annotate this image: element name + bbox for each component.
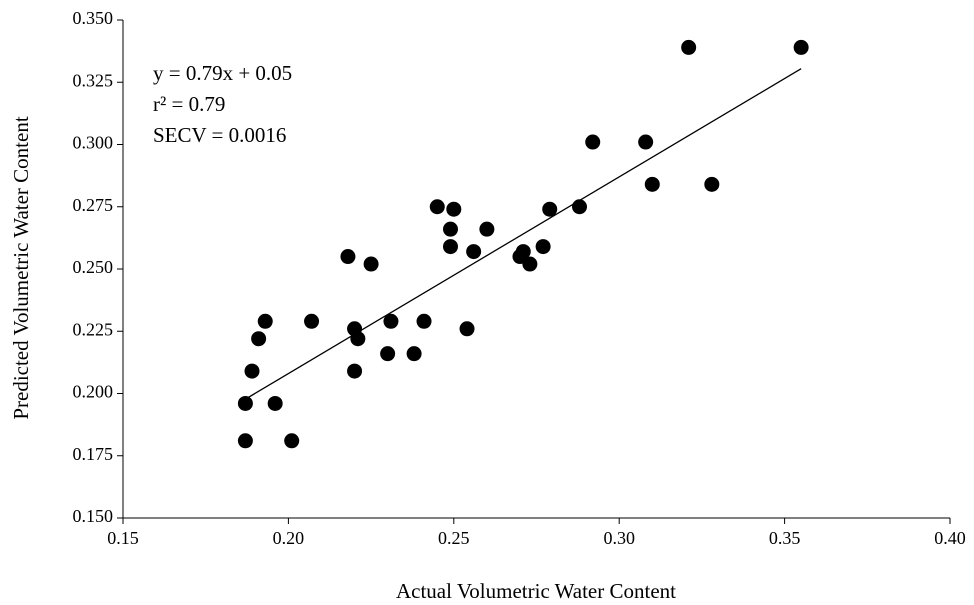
- point: [681, 39, 697, 55]
- point: [257, 313, 273, 329]
- point: [572, 199, 588, 215]
- point: [237, 433, 253, 449]
- point: [304, 313, 320, 329]
- point: [479, 221, 495, 237]
- point: [244, 363, 260, 379]
- point: [644, 176, 660, 192]
- point: [793, 39, 809, 55]
- y-axis-title: Predicted Volumetric Water Content: [9, 116, 33, 419]
- point: [284, 433, 300, 449]
- point: [522, 256, 538, 272]
- annotation: r² = 0.79: [153, 92, 225, 116]
- x-tick-label: 0.25: [438, 528, 470, 548]
- y-tick-label: 0.250: [73, 257, 114, 277]
- x-tick-label: 0.30: [603, 528, 635, 548]
- y-tick-label: 0.175: [73, 444, 114, 464]
- point: [416, 313, 432, 329]
- x-tick-label: 0.20: [273, 528, 305, 548]
- y-tick-label: 0.350: [73, 8, 114, 28]
- point: [446, 201, 462, 217]
- point: [429, 199, 445, 215]
- point: [638, 134, 654, 150]
- point: [535, 239, 551, 255]
- x-axis-title: Actual Volumetric Water Content: [396, 579, 676, 603]
- point: [459, 321, 475, 337]
- point: [237, 395, 253, 411]
- point: [347, 363, 363, 379]
- point: [383, 313, 399, 329]
- point: [542, 201, 558, 217]
- point: [585, 134, 601, 150]
- point: [363, 256, 379, 272]
- y-tick-label: 0.150: [73, 506, 114, 526]
- point: [442, 221, 458, 237]
- x-tick-label: 0.15: [107, 528, 139, 548]
- point: [350, 331, 366, 347]
- point: [380, 346, 396, 362]
- point: [406, 346, 422, 362]
- annotation: SECV = 0.0016: [153, 123, 286, 147]
- y-tick-label: 0.225: [73, 319, 114, 339]
- point: [515, 244, 531, 260]
- y-tick-label: 0.325: [73, 70, 114, 90]
- x-tick-label: 0.40: [934, 528, 966, 548]
- x-tick-label: 0.35: [769, 528, 801, 548]
- point: [340, 249, 356, 265]
- trendline: [245, 68, 802, 400]
- point: [442, 239, 458, 255]
- annotation: y = 0.79x + 0.05: [153, 61, 292, 85]
- y-tick-label: 0.200: [73, 382, 114, 402]
- point: [704, 176, 720, 192]
- point: [466, 244, 482, 260]
- point: [267, 395, 283, 411]
- y-tick-label: 0.275: [73, 195, 114, 215]
- y-tick-label: 0.300: [73, 133, 114, 153]
- point: [251, 331, 267, 347]
